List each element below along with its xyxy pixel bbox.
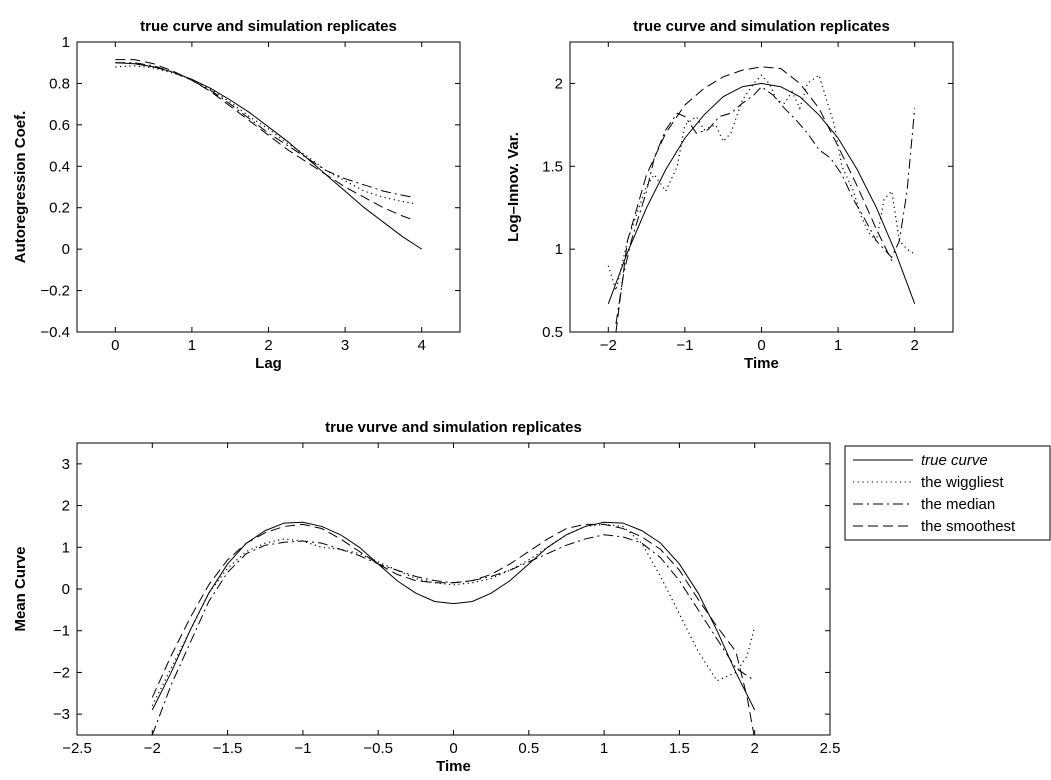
y-tick-label: 1 <box>555 241 563 258</box>
x-tick-label: 1 <box>834 337 842 354</box>
series-line-the-wiggliest <box>607 74 916 293</box>
x-tick-label: 2 <box>264 337 272 354</box>
y-tick-label: 0.6 <box>49 117 70 134</box>
legend-label: the median <box>921 496 995 513</box>
y-tick-label: −2 <box>53 664 70 681</box>
x-tick-label: 0 <box>111 337 119 354</box>
y-tick-label: −3 <box>53 706 70 723</box>
y-tick-label: 0 <box>62 241 70 258</box>
chart-title: true vurve and simulation replicates <box>325 419 582 436</box>
series-line-true-curve <box>115 62 422 250</box>
subplot-1: 0 1 2 3 4 −0.4 −0.2 0 0.2 0.4 0.6 0.8 1 true curve an… <box>12 18 461 372</box>
series-line-the-median <box>615 86 916 324</box>
y-tick-label: −1 <box>53 623 70 640</box>
series-line-the-wiggliest <box>115 65 415 205</box>
legend-label: true curve <box>921 452 988 469</box>
series-line-the-smoothest <box>151 523 755 735</box>
x-tick-label: 0 <box>449 740 457 757</box>
y-tick-label: 1.5 <box>542 158 563 175</box>
x-tick-label: 0.5 <box>518 740 539 757</box>
x-tick-label: 2.5 <box>820 740 841 757</box>
chart-title: true curve and simulation replicates <box>633 18 890 35</box>
series-line-true-curve <box>607 82 916 305</box>
x-tick-label: −2 <box>600 337 617 354</box>
series-line-the-median <box>115 62 415 198</box>
x-tick-label: −1 <box>676 337 693 354</box>
x-tick-label: 1 <box>188 337 196 354</box>
y-tick-label: 0.8 <box>49 75 70 92</box>
legend: true curve the wiggliest the median the smo… <box>844 445 1051 541</box>
y-tick-label: −0.2 <box>40 283 70 300</box>
legend-box <box>844 445 1051 541</box>
x-tick-label: −1 <box>294 740 311 757</box>
x-tick-label: −2.5 <box>62 740 92 757</box>
series-line-true-curve <box>151 521 756 711</box>
y-tick-label: 2 <box>555 75 563 92</box>
x-tick-label: 2 <box>751 740 759 757</box>
y-tick-label: 3 <box>62 456 70 473</box>
chart-title: true curve and simulation replicates <box>140 18 397 35</box>
x-axis-label: Time <box>436 758 471 775</box>
x-axis-label: Lag <box>255 355 282 372</box>
y-tick-label: −0.4 <box>40 324 70 341</box>
y-tick-label: 2 <box>62 498 70 515</box>
x-axis-label: Time <box>744 355 779 372</box>
y-axis-label: Log–Innov. Var. <box>505 132 522 242</box>
x-tick-label: 3 <box>341 337 349 354</box>
x-tick-label: −0.5 <box>363 740 393 757</box>
series-line-the-smoothest <box>615 66 893 332</box>
y-tick-label: 1 <box>62 34 70 51</box>
legend-label: the wiggliest <box>921 474 1004 491</box>
series-line-the-smoothest <box>115 59 415 221</box>
x-tick-label: 1 <box>600 740 608 757</box>
y-tick-label: 1 <box>62 539 70 556</box>
x-tick-label: 0 <box>757 337 765 354</box>
y-tick-label: 0.2 <box>49 200 70 217</box>
series-line-the-wiggliest <box>151 523 756 707</box>
y-axis-label: Mean Curve <box>12 546 29 631</box>
subplot-2: −2 −1 0 1 2 0.5 1 1.5 2 true curve and simulation… <box>505 18 954 372</box>
x-tick-label: −1.5 <box>213 740 243 757</box>
x-tick-label: 4 <box>418 337 426 354</box>
subplot-3: −2.5 −2 −1.5 −1 −0.5 0 0.5 1 1.5 2 2.5 −3 −2 −1 0 1 2 3 tr… <box>12 419 1051 775</box>
legend-label: the smoothest <box>921 518 1016 535</box>
x-tick-label: −2 <box>144 740 161 757</box>
y-tick-label: 0.5 <box>542 324 563 341</box>
y-axis-label: Autoregression Coef. <box>12 111 29 264</box>
x-tick-label: 1.5 <box>669 740 690 757</box>
y-tick-label: 0.4 <box>49 158 70 175</box>
x-tick-label: 2 <box>911 337 919 354</box>
y-tick-label: 0 <box>62 581 70 598</box>
